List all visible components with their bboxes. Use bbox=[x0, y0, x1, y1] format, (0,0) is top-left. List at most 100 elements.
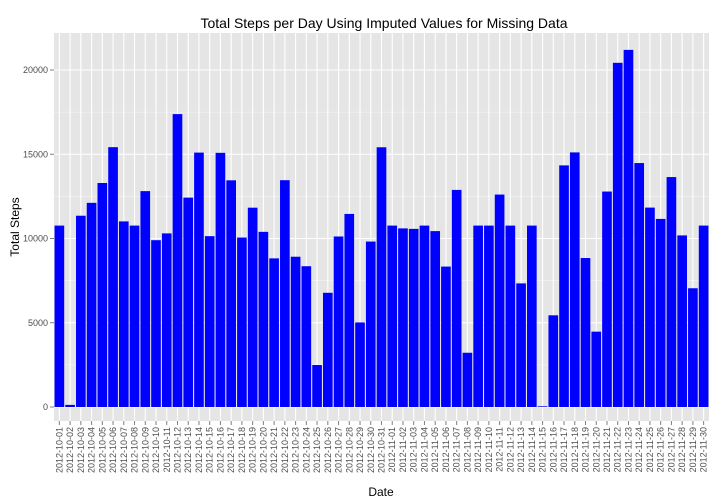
bar bbox=[258, 231, 269, 407]
x-tick-label: 2012-10-31 bbox=[377, 427, 387, 473]
bar bbox=[494, 194, 505, 407]
bar bbox=[108, 147, 118, 408]
x-tick-label: 2012-10-01 bbox=[54, 427, 64, 473]
x-tick-label: 2012-11-27 bbox=[666, 427, 676, 472]
x-tick-label: 2012-10-18 bbox=[237, 427, 247, 473]
y-axis-title: Total Steps bbox=[8, 197, 22, 256]
bar bbox=[548, 315, 559, 407]
x-tick-label: 2012-11-25 bbox=[645, 427, 655, 472]
x-tick-label: 2012-10-24 bbox=[301, 427, 311, 473]
x-tick-label: 2012-10-14 bbox=[194, 427, 204, 473]
bar bbox=[505, 225, 516, 407]
bar bbox=[602, 191, 612, 407]
x-tick-label: 2012-10-08 bbox=[130, 427, 140, 473]
bar bbox=[451, 189, 462, 407]
bar bbox=[634, 163, 645, 407]
bar bbox=[269, 258, 279, 407]
x-tick-label: 2012-11-21 bbox=[602, 427, 612, 472]
x-tick-label: 2012-11-07 bbox=[452, 427, 462, 472]
x-tick-label: 2012-11-01 bbox=[387, 427, 397, 472]
bar bbox=[441, 266, 451, 407]
bar bbox=[376, 147, 387, 407]
x-tick-label: 2012-11-22 bbox=[613, 427, 623, 472]
x-tick-label: 2012-10-23 bbox=[291, 427, 301, 473]
bar bbox=[666, 177, 677, 407]
bar bbox=[516, 283, 526, 407]
x-tick-label: 2012-10-22 bbox=[280, 427, 290, 473]
bar bbox=[419, 225, 430, 407]
bar bbox=[355, 322, 365, 407]
x-tick-label: 2012-11-08 bbox=[462, 427, 472, 472]
bar bbox=[645, 207, 655, 407]
x-tick-label: 2012-10-07 bbox=[119, 427, 129, 473]
y-tick-label: 5000 bbox=[28, 318, 48, 328]
bar bbox=[118, 221, 129, 407]
bar bbox=[301, 266, 312, 407]
x-tick-label: 2012-11-13 bbox=[516, 427, 526, 472]
x-tick-label: 2012-10-10 bbox=[151, 427, 161, 473]
bar bbox=[97, 183, 108, 407]
x-tick-label: 2012-11-15 bbox=[538, 427, 548, 472]
bar bbox=[215, 152, 226, 407]
x-tick-label: 2012-11-05 bbox=[430, 427, 440, 472]
x-tick-label: 2012-10-09 bbox=[140, 427, 150, 473]
bar bbox=[204, 236, 215, 407]
y-tick-label: 15000 bbox=[23, 149, 48, 159]
x-tick-label: 2012-11-19 bbox=[581, 427, 591, 472]
bar bbox=[559, 165, 569, 407]
bar bbox=[677, 235, 687, 407]
bar bbox=[129, 225, 140, 407]
x-tick-label: 2012-11-23 bbox=[623, 427, 633, 472]
y-axis: 0 5000 10000 15000 20000 bbox=[23, 65, 54, 412]
bar bbox=[387, 225, 398, 407]
x-tick-label: 2012-10-25 bbox=[312, 427, 322, 473]
x-tick-label: 2012-10-15 bbox=[205, 427, 215, 473]
x-tick-label: 2012-10-05 bbox=[97, 427, 107, 473]
bar bbox=[226, 180, 236, 407]
bar bbox=[655, 218, 666, 407]
x-tick-label: 2012-10-02 bbox=[65, 427, 75, 473]
bar bbox=[54, 225, 65, 407]
x-tick-label: 2012-10-28 bbox=[344, 427, 354, 473]
bar bbox=[430, 231, 441, 407]
x-tick-label: 2012-10-16 bbox=[215, 427, 225, 473]
bar bbox=[344, 213, 355, 407]
x-axis-title: Date bbox=[368, 485, 394, 499]
bars bbox=[54, 49, 709, 408]
x-tick-label: 2012-10-12 bbox=[172, 427, 182, 473]
bar bbox=[408, 228, 419, 407]
x-axis: 2012-10-01 2012-10-02 2012-10-03 2012-10-04… bbox=[54, 421, 709, 473]
bar bbox=[86, 202, 97, 407]
x-tick-label: 2012-11-26 bbox=[656, 427, 666, 472]
x-tick-label: 2012-10-11 bbox=[162, 427, 172, 472]
x-tick-label: 2012-10-13 bbox=[183, 427, 193, 473]
x-tick-label: 2012-10-20 bbox=[258, 427, 268, 473]
x-tick-label: 2012-11-20 bbox=[591, 427, 601, 472]
x-tick-label: 2012-10-27 bbox=[334, 427, 344, 473]
x-tick-label: 2012-10-19 bbox=[248, 427, 258, 473]
bar bbox=[312, 365, 322, 407]
x-tick-label: 2012-10-17 bbox=[226, 427, 236, 473]
x-tick-label: 2012-11-14 bbox=[527, 427, 537, 472]
bar bbox=[473, 225, 483, 407]
x-tick-label: 2012-11-28 bbox=[677, 427, 687, 472]
x-tick-label: 2012-10-30 bbox=[366, 427, 376, 473]
y-tick-label: 0 bbox=[43, 402, 48, 412]
x-tick-label: 2012-11-09 bbox=[473, 427, 483, 472]
x-tick-label: 2012-11-03 bbox=[409, 427, 419, 472]
x-tick-label: 2012-11-11 bbox=[495, 427, 505, 472]
bar bbox=[76, 215, 86, 407]
x-tick-label: 2012-11-04 bbox=[419, 427, 429, 472]
bar bbox=[183, 197, 194, 407]
bar bbox=[333, 236, 344, 407]
y-tick-label: 10000 bbox=[23, 234, 48, 244]
bar bbox=[237, 237, 247, 407]
bar bbox=[537, 406, 548, 407]
bar bbox=[290, 256, 301, 407]
bar bbox=[194, 152, 204, 407]
bar bbox=[527, 225, 537, 407]
x-tick-label: 2012-10-03 bbox=[76, 427, 86, 473]
x-tick-label: 2012-11-24 bbox=[634, 427, 644, 472]
bar bbox=[612, 62, 623, 408]
